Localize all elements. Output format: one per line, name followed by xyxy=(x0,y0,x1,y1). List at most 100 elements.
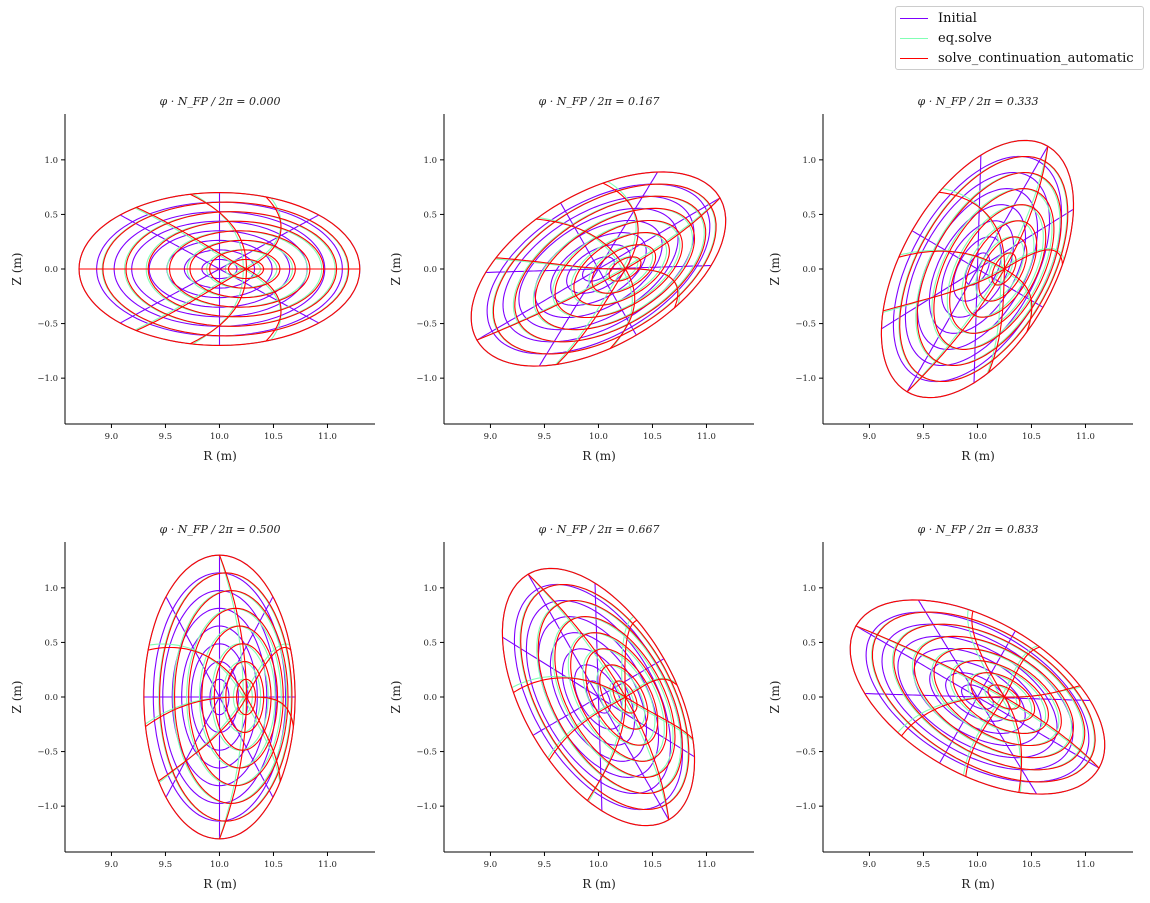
theta-line xyxy=(158,696,247,782)
theta-line xyxy=(594,583,600,698)
theta-line xyxy=(513,677,626,698)
y-axis-label: Z (m) xyxy=(768,681,782,714)
x-tick-label: 9.0 xyxy=(105,860,119,870)
series-2 xyxy=(470,171,727,367)
y-tick-label: −0.5 xyxy=(37,320,58,330)
x-tick-label: 9.0 xyxy=(863,860,877,870)
plot-area xyxy=(501,567,696,827)
theta-line xyxy=(527,573,599,698)
theta-line xyxy=(586,697,627,801)
theta-line xyxy=(1004,249,1064,270)
theta-line xyxy=(962,696,1002,776)
y-tick-label: −0.5 xyxy=(795,320,816,330)
series-1 xyxy=(501,567,696,827)
legend-label: solve_continuation_automatic xyxy=(938,50,1134,66)
theta-line xyxy=(621,696,694,741)
x-tick-label: 11.0 xyxy=(1076,860,1095,870)
theta-line xyxy=(134,268,244,331)
subplot-2: 9.0 9.5 10.0 10.5 11.0 −1.0 −0.5 0.0 0.5 1.0 φ · N… xyxy=(768,95,1133,463)
theta-line xyxy=(977,696,1091,702)
y-axis-label: Z (m) xyxy=(10,681,24,714)
theta-line xyxy=(598,696,695,758)
y-tick-label: −0.5 xyxy=(795,748,816,758)
theta-line xyxy=(855,625,1005,698)
series-2 xyxy=(501,567,696,827)
series-0 xyxy=(849,599,1106,795)
series-2 xyxy=(143,554,296,840)
y-tick-label: 1.0 xyxy=(802,156,816,166)
theta-line xyxy=(1000,696,1100,769)
subplot-title: φ · N_FP / 2π = 0.333 xyxy=(918,95,1039,108)
y-tick-label: −1.0 xyxy=(37,374,58,384)
flux-surface xyxy=(552,616,674,778)
x-tick-label: 10.0 xyxy=(968,860,987,870)
y-tick-label: 0.0 xyxy=(802,265,816,275)
theta-line xyxy=(189,268,248,345)
theta-line xyxy=(977,696,1100,769)
y-tick-label: −0.5 xyxy=(416,320,437,330)
y-tick-label: −0.5 xyxy=(416,748,437,758)
plot-area xyxy=(78,192,361,346)
y-tick-label: −0.5 xyxy=(37,748,58,758)
y-tick-label: 1.0 xyxy=(423,584,437,594)
theta-line xyxy=(598,171,659,270)
legend-label: Initial xyxy=(938,10,977,26)
theta-line xyxy=(598,264,712,270)
series-2 xyxy=(78,192,361,346)
y-axis-label: Z (m) xyxy=(10,253,24,286)
theta-line xyxy=(218,554,248,698)
x-tick-label: 11.0 xyxy=(1076,432,1095,442)
theta-line xyxy=(145,696,247,728)
x-tick-label: 9.5 xyxy=(159,432,173,442)
plot-area xyxy=(880,139,1075,399)
subplot-title: φ · N_FP / 2π = 0.667 xyxy=(539,523,660,536)
theta-line xyxy=(556,268,626,365)
x-axis-label: R (m) xyxy=(582,449,616,463)
x-axis-label: R (m) xyxy=(582,877,616,891)
y-tick-label: 0.5 xyxy=(44,638,58,648)
y-tick-label: 1.0 xyxy=(423,156,437,166)
theta-line xyxy=(527,573,626,698)
theta-line xyxy=(938,191,1006,269)
x-axis-label: R (m) xyxy=(961,877,995,891)
legend-item-initial: Initial xyxy=(900,8,977,28)
x-axis-label: R (m) xyxy=(203,877,237,891)
theta-line xyxy=(136,206,247,270)
theta-line xyxy=(527,573,623,698)
subplot-3: 9.0 9.5 10.0 10.5 11.0 −1.0 −0.5 0.0 0.5 1.0 φ · N… xyxy=(10,523,375,891)
theta-line xyxy=(973,268,979,383)
y-tick-label: 0.5 xyxy=(802,210,816,220)
y-tick-label: −1.0 xyxy=(416,374,437,384)
y-tick-label: −1.0 xyxy=(795,374,816,384)
x-tick-label: 9.5 xyxy=(917,432,931,442)
theta-line xyxy=(901,696,1005,737)
x-tick-label: 11.0 xyxy=(697,432,716,442)
theta-line xyxy=(911,230,978,270)
x-tick-label: 11.0 xyxy=(697,860,716,870)
theta-line xyxy=(536,218,626,270)
theta-line xyxy=(246,268,282,342)
theta-line xyxy=(609,268,636,349)
x-tick-label: 10.5 xyxy=(1022,432,1041,442)
subplot-5: 9.0 9.5 10.0 10.5 11.0 −1.0 −0.5 0.0 0.5 1.0 φ · N… xyxy=(768,523,1133,891)
x-tick-label: 10.0 xyxy=(589,432,608,442)
subplot-title: φ · N_FP / 2π = 0.167 xyxy=(539,95,660,108)
x-tick-label: 10.0 xyxy=(210,860,229,870)
theta-line xyxy=(246,696,294,727)
theta-line xyxy=(882,268,1005,312)
x-tick-label: 10.0 xyxy=(968,432,987,442)
theta-line xyxy=(218,696,248,840)
theta-line xyxy=(1000,645,1039,698)
theta-line xyxy=(621,197,721,270)
series-1 xyxy=(470,171,727,367)
theta-line xyxy=(965,696,1005,777)
theta-line xyxy=(246,646,292,698)
y-tick-label: −1.0 xyxy=(416,802,437,812)
x-tick-label: 11.0 xyxy=(318,860,337,870)
x-tick-label: 9.5 xyxy=(159,860,173,870)
theta-line xyxy=(242,197,282,270)
theta-line xyxy=(625,268,679,309)
y-tick-label: 1.0 xyxy=(802,584,816,594)
theta-line xyxy=(119,268,220,324)
theta-line xyxy=(598,696,670,821)
